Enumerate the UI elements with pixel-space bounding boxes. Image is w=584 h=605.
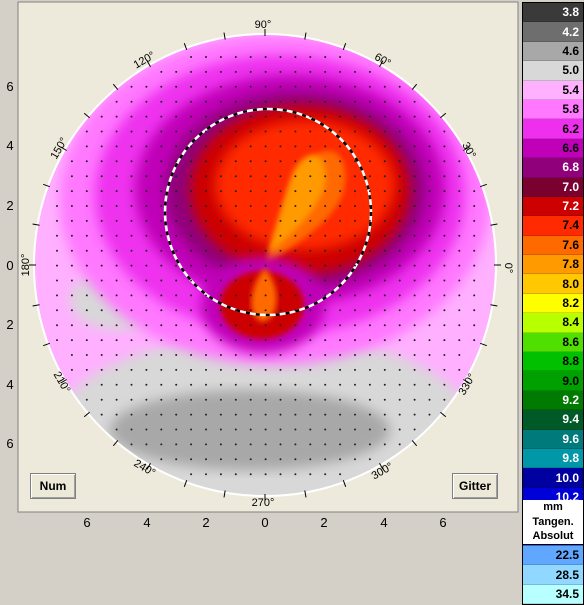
dot-grid [56, 56, 476, 476]
legend-item: 28.5 [523, 565, 583, 585]
legend-item: 8.0 [523, 274, 583, 294]
pupil-circle-dashes [163, 107, 373, 317]
legend-item: 9.6 [523, 429, 583, 449]
legend-map-type[interactable]: Tangen. [522, 515, 584, 530]
legend-item: 7.2 [523, 196, 583, 217]
legend-item: 8.4 [523, 313, 583, 333]
legend-item: 8.8 [523, 352, 583, 372]
x-tick-label: 2 [202, 515, 209, 530]
y-tick-label: 4 [6, 138, 13, 153]
topography-map-panel: 0° 30° 60° 90° 120° 150° 180° 210° 240° … [0, 0, 520, 544]
legend-item: 5.0 [523, 61, 583, 81]
legend-item: 10.0 [523, 468, 583, 488]
angle-label-0: 0° [502, 263, 514, 274]
x-tick-label: 0 [261, 515, 268, 530]
x-tick-label: 4 [380, 515, 387, 530]
gitter-button[interactable]: Gitter [452, 473, 498, 499]
legend-item: 9.4 [523, 410, 583, 430]
legend-scale-mode[interactable]: Absolut [522, 529, 584, 545]
legend-item: 7.8 [523, 255, 583, 275]
legend-item: 5.4 [523, 80, 583, 100]
y-tick-label: 4 [6, 377, 13, 392]
legend-item: 34.5 [523, 584, 583, 605]
legend-item: 8.2 [523, 293, 583, 314]
x-tick-label: 6 [83, 515, 90, 530]
x-tick-label: 4 [143, 515, 150, 530]
legend-item: 22.5 [523, 545, 583, 566]
legend-item: 6.6 [523, 138, 583, 159]
legend-item: 9.8 [523, 448, 583, 469]
y-tick-label: 0 [6, 258, 13, 273]
plot-frame [17, 1, 519, 513]
x-tick-label: 6 [439, 515, 446, 530]
y-tick-label: 6 [6, 436, 13, 451]
angle-label-180: 180° [20, 254, 32, 277]
topography-map[interactable]: 0° 30° 60° 90° 120° 150° 180° 210° 240° … [0, 0, 520, 544]
legend-item: 9.2 [523, 390, 583, 411]
legend-item: 7.6 [523, 235, 583, 256]
legend-item: 9.0 [523, 371, 583, 391]
y-tick-label: 6 [6, 79, 13, 94]
legend-item: 7.4 [523, 216, 583, 236]
legend-item: 4.2 [523, 22, 583, 42]
angle-label-90: 90° [255, 19, 272, 31]
legend-item: 4.6 [523, 41, 583, 62]
y-tick-label: 2 [6, 317, 13, 332]
y-tick-label: 2 [6, 198, 13, 213]
legend-item: 7.0 [523, 177, 583, 197]
legend-item: 6.8 [523, 158, 583, 178]
legend-item: 8.6 [523, 332, 583, 353]
legend-item: 5.8 [523, 99, 583, 120]
angle-label-270: 270° [252, 497, 275, 509]
legend-unit: mm [522, 500, 584, 516]
legend-item: 3.8 [523, 3, 583, 23]
angle-tick-marks [29, 29, 501, 501]
x-tick-label: 2 [320, 515, 327, 530]
legend-item: 6.2 [523, 119, 583, 139]
num-button[interactable]: Num [30, 473, 76, 499]
